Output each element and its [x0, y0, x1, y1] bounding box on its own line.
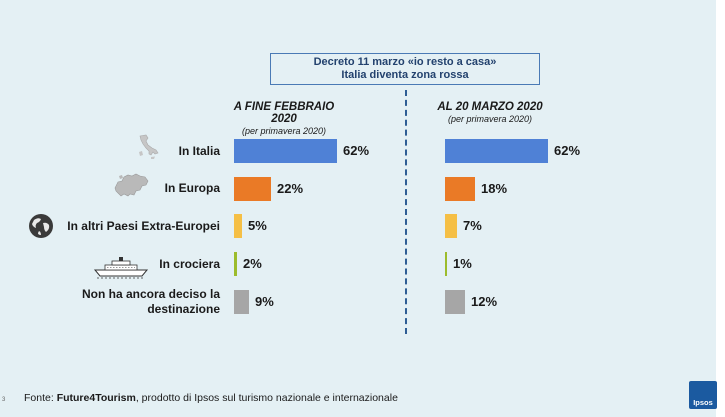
category-label-extra-europei: In altri Paesi Extra-Europei — [67, 219, 220, 233]
left-column-header: A FINE FEBBRAIO 2020 (per primavera 2020… — [222, 101, 346, 136]
footer-source: Future4Tourism — [56, 392, 136, 404]
right-margin-strip — [716, 0, 725, 417]
bar-feb-1 — [234, 177, 271, 201]
ipsos-logo: Ipsos — [689, 381, 717, 409]
value-label-feb-4: 9% — [255, 294, 274, 309]
category-label-crociera: In crociera — [159, 257, 220, 271]
bar-feb-2 — [234, 214, 242, 238]
value-label-mar-0: 62% — [554, 143, 581, 158]
source-footer: Fonte: Future4Tourism, prodotto di Ipsos… — [24, 392, 398, 404]
bar-mar-1 — [445, 177, 475, 201]
right-column-subtitle: (per primavera 2020) — [447, 114, 533, 124]
italy-map-icon — [139, 134, 159, 159]
category-label-non-deciso: Non ha ancora deciso la destinazione — [81, 287, 220, 316]
category-label-europa: In Europa — [164, 181, 220, 195]
value-label-mar-4: 12% — [471, 294, 498, 309]
page-number: 3 — [2, 397, 6, 403]
bar-mar-2 — [445, 214, 457, 238]
value-label-feb-2: 5% — [248, 218, 267, 233]
cruise-ship-icon — [93, 257, 149, 279]
bar-feb-4 — [234, 290, 249, 314]
category-label-italia: In Italia — [178, 144, 220, 158]
bar-mar-3 — [445, 252, 447, 276]
left-column-title: A FINE FEBBRAIO 2020 — [233, 101, 335, 125]
value-label-mar-3: 1% — [453, 256, 472, 271]
bar-feb-3 — [234, 252, 237, 276]
banner-line-2: Italia diventa zona rossa — [341, 69, 469, 81]
globe-icon — [29, 214, 53, 238]
footer-prefix: Fonte: — [24, 392, 57, 404]
bar-mar-4 — [445, 290, 465, 314]
value-label-mar-1: 18% — [481, 181, 508, 196]
value-label-feb-3: 2% — [243, 256, 262, 271]
period-divider — [405, 90, 407, 334]
right-column-header: AL 20 MARZO 2020 (per primavera 2020) — [432, 101, 548, 124]
value-label-feb-1: 22% — [277, 181, 304, 196]
europe-map-icon — [114, 173, 149, 197]
value-label-mar-2: 7% — [463, 218, 482, 233]
left-column-subtitle: (per primavera 2020) — [241, 126, 327, 136]
decree-banner: Decreto 11 marzo «io resto a casa» Itali… — [270, 53, 540, 85]
right-column-title: AL 20 MARZO 2020 — [437, 101, 543, 113]
value-label-feb-0: 62% — [343, 143, 370, 158]
bar-feb-0 — [234, 139, 337, 163]
banner-line-1: Decreto 11 marzo «io resto a casa» — [313, 56, 497, 68]
bar-mar-0 — [445, 139, 548, 163]
logo-text: Ipsos — [693, 398, 713, 407]
footer-suffix: , prodotto di Ipsos sul turismo nazional… — [135, 392, 398, 404]
